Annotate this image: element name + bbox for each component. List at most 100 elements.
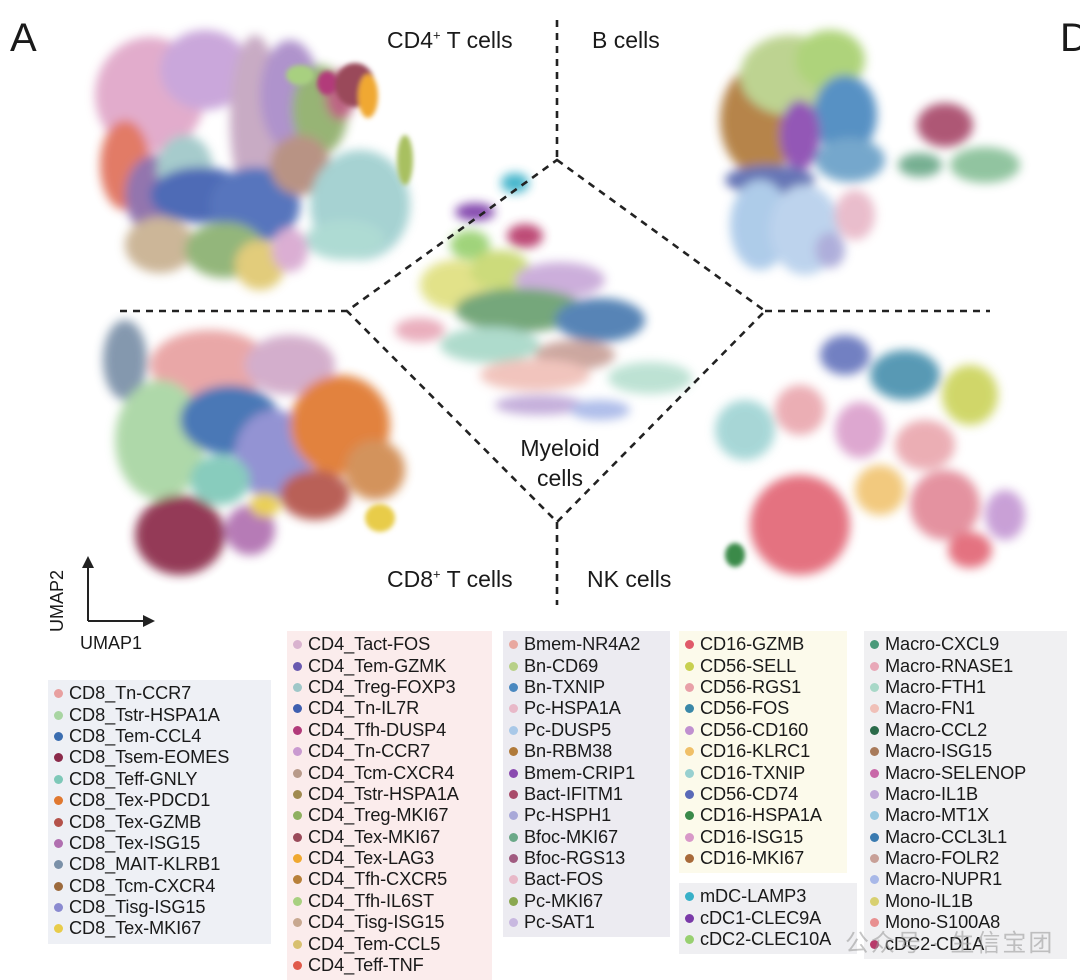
legend-color-dot <box>509 725 518 735</box>
legend-item: Macro-SELENOP <box>870 762 1061 783</box>
legend-item: Pc-HSPH1 <box>509 805 664 826</box>
legend-item: CD16-MKI67 <box>685 848 841 869</box>
legend-item: CD4_Treg-FOXP3 <box>293 677 486 698</box>
legend-color-dot <box>293 661 302 671</box>
legend-dendritic-cells: mDC-LAMP3 cDC1-CLEC9A cDC2-CLEC10A <box>679 883 857 955</box>
legend-item: Pc-MKI67 <box>509 891 664 912</box>
legend-color-dot <box>54 817 63 827</box>
legend-item: Pc-HSPA1A <box>509 698 664 719</box>
legend-label: cDC2-CD1A <box>885 933 985 954</box>
legend-color-dot <box>509 811 518 821</box>
legend-label: CD56-FOS <box>700 698 790 719</box>
legend-label: Macro-CCL2 <box>885 719 988 740</box>
legend-color-dot <box>293 896 302 906</box>
legend-label: Macro-ISG15 <box>885 741 993 762</box>
legend-nk-cells: CD16-GZMB CD56-SELL CD56-RGS1 CD56-FOS CD56-… <box>679 631 847 874</box>
legend-label: CD16-HSPA1A <box>700 805 822 826</box>
legend-label: Bn-RBM38 <box>524 741 613 762</box>
legend-label: Macro-IL1B <box>885 783 979 804</box>
legend-item: Macro-MT1X <box>870 805 1061 826</box>
umap-axes-arrows <box>82 556 155 627</box>
legend-label: Macro-FTH1 <box>885 676 987 697</box>
legend-color-dot <box>54 753 63 763</box>
umap-b-cells <box>720 30 1020 275</box>
legend-color-dot <box>685 892 694 902</box>
legend-item: Bfoc-MKI67 <box>509 827 664 848</box>
legend-label: Bmem-NR4A2 <box>524 634 641 655</box>
legend-item: CD4_Tcm-CXCR4 <box>293 762 486 783</box>
legend-item: Bact-FOS <box>509 869 664 890</box>
legend-item: CD4_Tn-IL7R <box>293 698 486 719</box>
legend-color-dot <box>870 918 879 928</box>
legend-label: CD8_Tex-ISG15 <box>69 832 201 853</box>
legend-item: Macro-FOLR2 <box>870 848 1061 869</box>
nk-cells-label: NK cells <box>587 566 672 592</box>
legend-item: cDC1-CLEC9A <box>685 907 851 928</box>
legend-macrophage-monocyte: Macro-CXCL9 Macro-RNASE1 Macro-FTH1 Macro-F… <box>864 631 1067 959</box>
legend-item: Macro-RNASE1 <box>870 655 1061 676</box>
legend-color-dot <box>685 661 694 671</box>
umap1-axis-label: UMAP1 <box>80 633 143 653</box>
legend-color-dot <box>685 747 694 757</box>
legend-color-dot <box>54 838 63 848</box>
legend-label: CD4_Tact-FOS <box>308 634 431 655</box>
legend-color-dot <box>509 918 518 928</box>
legend-item: CD16-ISG15 <box>685 827 841 848</box>
legend-color-dot <box>293 939 302 949</box>
legend-item: CD8_Tex-MKI67 <box>54 918 265 939</box>
legend-item: Bmem-NR4A2 <box>509 634 664 655</box>
umap-myeloid-cells <box>395 173 692 420</box>
legend-label: CD8_Tisg-ISG15 <box>69 897 206 918</box>
legend-item: Macro-ISG15 <box>870 741 1061 762</box>
legend-color-dot <box>685 811 694 821</box>
legend-color-dot <box>54 689 63 699</box>
legend-color-dot <box>870 661 879 671</box>
legend-item: CD16-HSPA1A <box>685 805 841 826</box>
legend-label: CD4_Treg-MKI67 <box>308 805 449 826</box>
legend-item: Bn-CD69 <box>509 655 664 676</box>
legend-item: CD8_Tisg-ISG15 <box>54 897 265 918</box>
legend-color-dot <box>870 768 879 778</box>
legend-color-dot <box>685 832 694 842</box>
legend-label: CD8_Tn-CCR7 <box>69 683 192 704</box>
legend-color-dot <box>54 881 63 891</box>
legend-item: CD56-CD160 <box>685 720 841 741</box>
legend-item: Bn-RBM38 <box>509 741 664 762</box>
legend-color-dot <box>293 747 302 757</box>
legend-item: mDC-LAMP3 <box>685 886 851 907</box>
legend-color-dot <box>870 682 879 692</box>
legend-color-dot <box>293 918 302 928</box>
legend-label: Macro-CCL3L1 <box>885 826 1008 847</box>
legend-color-dot <box>509 789 518 799</box>
legend-label: Pc-MKI67 <box>524 890 604 911</box>
legend-item: CD4_Tfh-IL6ST <box>293 891 486 912</box>
legend-color-dot <box>870 747 879 757</box>
legend-label: CD56-CD160 <box>700 719 809 740</box>
legend-label: CD4_Tfh-IL6ST <box>308 890 435 911</box>
legend-item: CD16-KLRC1 <box>685 741 841 762</box>
legend-label: Bact-FOS <box>524 869 604 890</box>
legend-label: CD4_Tcm-CXCR4 <box>308 762 455 783</box>
legend-item: CD16-GZMB <box>685 634 841 655</box>
legend-item: CD4_Tact-FOS <box>293 634 486 655</box>
legend-label: CD4_Tex-LAG3 <box>308 848 435 869</box>
legend-label: CD16-ISG15 <box>700 826 804 847</box>
legend-color-dot <box>685 789 694 799</box>
legend-label: cDC2-CLEC10A <box>700 928 832 949</box>
legend-item: CD8_Teff-GNLY <box>54 769 265 790</box>
legend-label: Mono-IL1B <box>885 890 974 911</box>
legend-label: Macro-CXCL9 <box>885 634 1000 655</box>
legend-color-dot <box>293 725 302 735</box>
legend-color-dot <box>870 875 879 885</box>
legend-item: CD8_Tex-GZMB <box>54 811 265 832</box>
legend-color-dot <box>685 913 694 923</box>
legend-color-dot <box>509 832 518 842</box>
legend-item: Macro-NUPR1 <box>870 869 1061 890</box>
legend-item: CD8_MAIT-KLRB1 <box>54 854 265 875</box>
legend-label: CD8_Tsem-EOMES <box>69 747 230 768</box>
umap-cd4-t-cells <box>95 30 413 290</box>
watermark: 公众号 · 生信宝团 <box>845 930 1055 957</box>
legend-item: CD56-FOS <box>685 698 841 719</box>
legend-label: Macro-FOLR2 <box>885 848 1000 869</box>
legend-color-dot <box>870 832 879 842</box>
